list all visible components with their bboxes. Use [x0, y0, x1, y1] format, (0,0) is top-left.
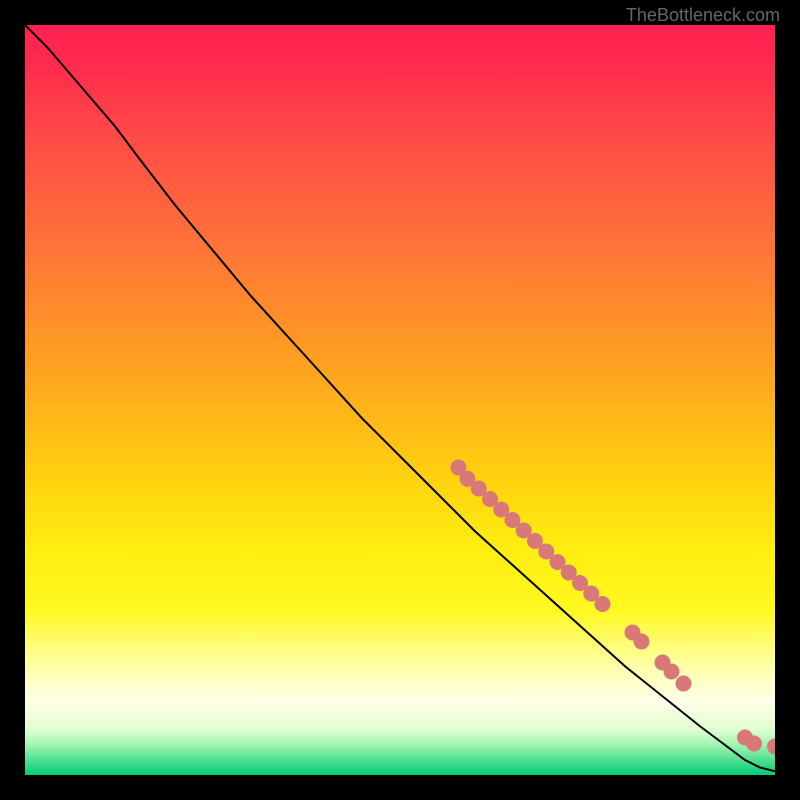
chart-marker — [664, 664, 680, 680]
chart-marker — [595, 596, 611, 612]
chart-marker — [746, 736, 762, 752]
chart-marker — [676, 676, 692, 692]
chart-plot — [25, 25, 775, 775]
watermark-text: TheBottleneck.com — [626, 5, 780, 26]
chart-marker — [634, 634, 650, 650]
